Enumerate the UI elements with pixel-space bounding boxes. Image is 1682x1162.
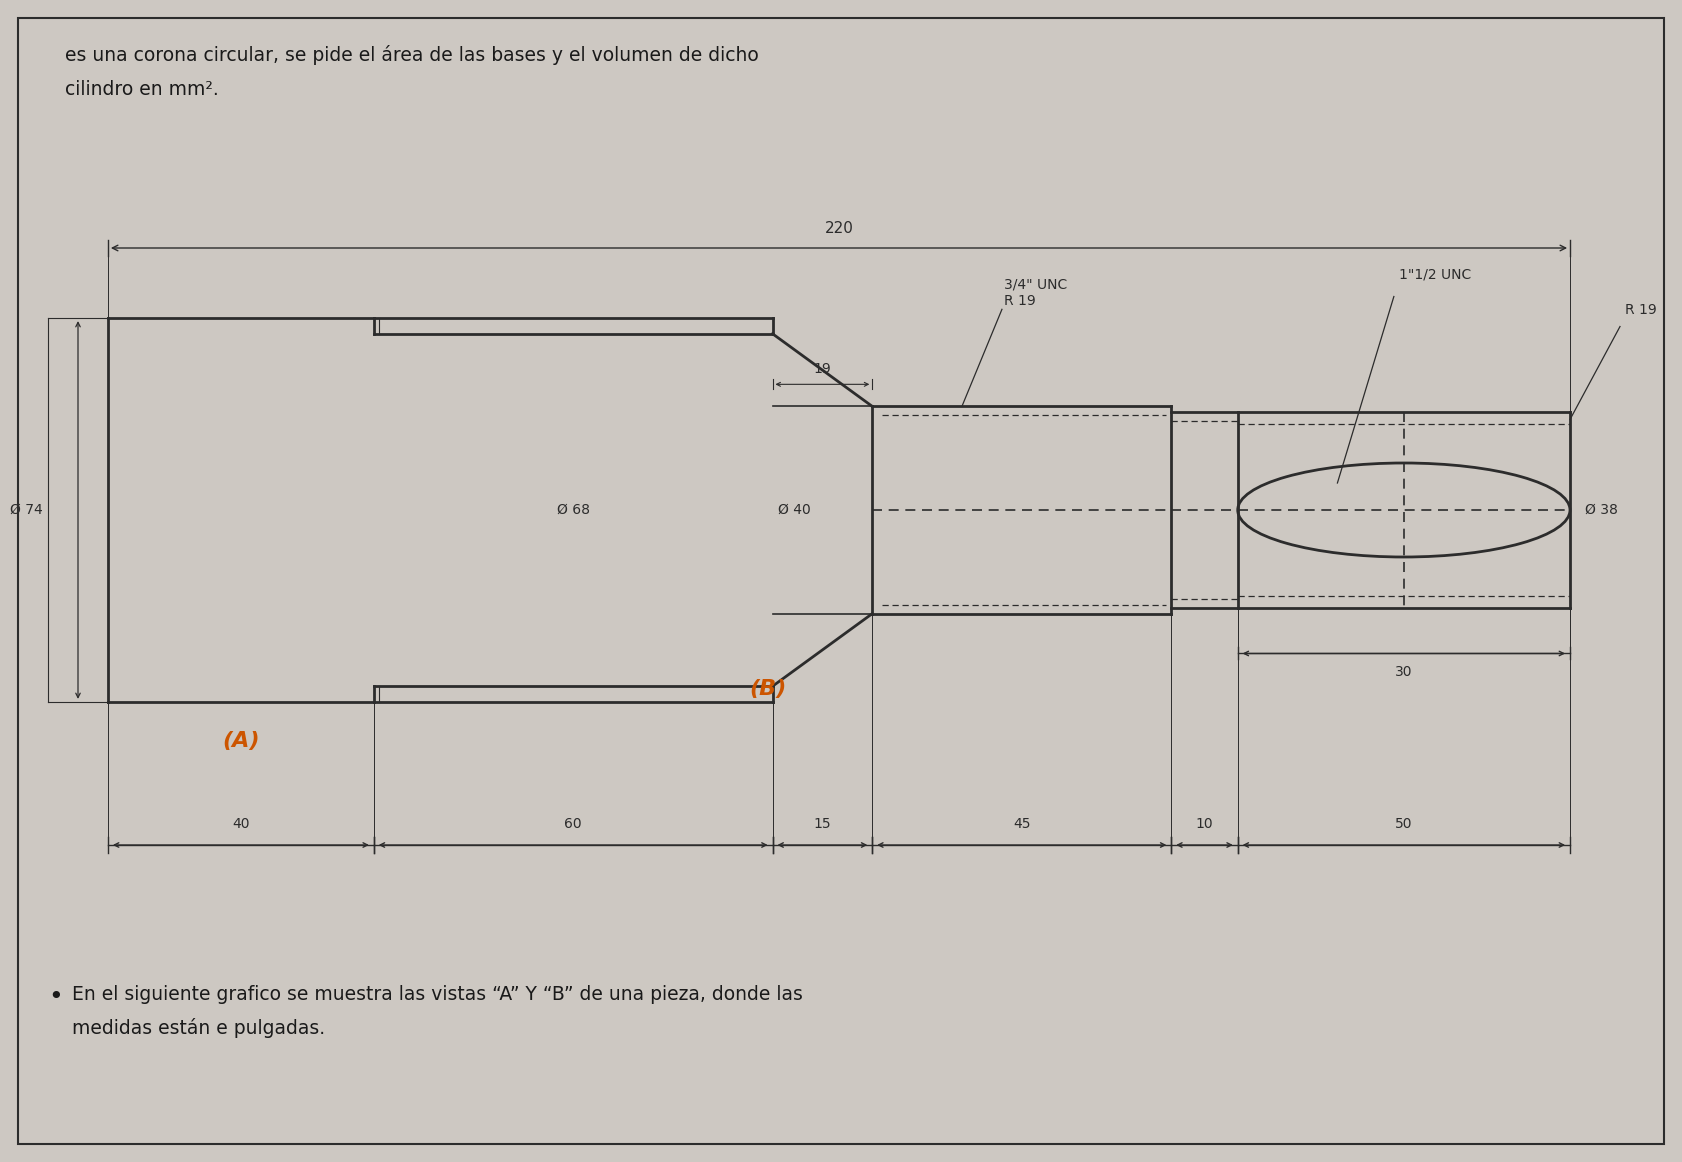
Text: Ø 74: Ø 74 (10, 503, 44, 517)
Text: 19: 19 (814, 363, 831, 376)
Text: (A): (A) (222, 731, 259, 752)
Text: R 19: R 19 (1625, 302, 1657, 316)
Text: 60: 60 (565, 817, 582, 831)
Text: es una corona circular, se pide el área de las bases y el volumen de dicho: es una corona circular, se pide el área … (66, 45, 759, 65)
Text: 15: 15 (814, 817, 831, 831)
Text: Ø 40: Ø 40 (777, 503, 811, 517)
Text: Ø 38: Ø 38 (1584, 503, 1618, 517)
Text: R 19: R 19 (1004, 294, 1036, 308)
Text: medidas están e pulgadas.: medidas están e pulgadas. (72, 1018, 325, 1038)
Text: •: • (49, 985, 62, 1009)
Text: 30: 30 (1394, 666, 1413, 680)
Text: 220: 220 (824, 221, 853, 236)
Text: (B): (B) (748, 679, 785, 698)
Text: 50: 50 (1394, 817, 1413, 831)
Text: 1"1/2 UNC: 1"1/2 UNC (1399, 267, 1472, 281)
Text: cilindro en mm².: cilindro en mm². (66, 80, 219, 99)
Text: 40: 40 (232, 817, 249, 831)
Text: 3/4" UNC: 3/4" UNC (1004, 278, 1066, 292)
Text: En el siguiente grafico se muestra las vistas “A” Y “B” de una pieza, donde las: En el siguiente grafico se muestra las v… (72, 985, 802, 1004)
Text: 45: 45 (1013, 817, 1031, 831)
Text: Ø 68: Ø 68 (557, 503, 590, 517)
Text: 10: 10 (1196, 817, 1213, 831)
